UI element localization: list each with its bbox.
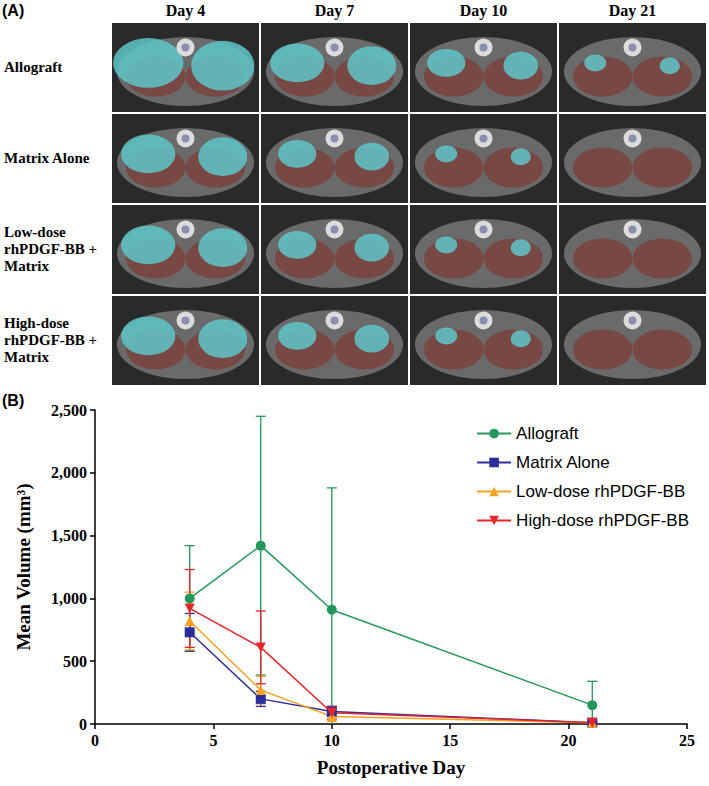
html-text:Allograft: Allograft <box>4 59 63 75</box>
svg-text:1,500: 1,500 <box>51 527 87 544</box>
svg-text:5: 5 <box>209 732 217 749</box>
svg-text:10: 10 <box>324 732 340 749</box>
html-text:Matrix Alone: Matrix Alone <box>4 150 90 166</box>
svg-text:15: 15 <box>442 732 458 749</box>
svg-text:20: 20 <box>561 732 577 749</box>
svg-text:0: 0 <box>91 732 99 749</box>
html-text:(A): (A) <box>2 2 25 19</box>
svg-text:High-dose rhPDGF-BB: High-dose rhPDGF-BB <box>516 511 689 530</box>
svg-text:2,500: 2,500 <box>51 402 87 419</box>
svg-text:1,000: 1,000 <box>51 590 87 607</box>
svg-text:Matrix Alone: Matrix Alone <box>516 453 610 472</box>
svg-text:Mean Volume (mm³): Mean Volume (mm³) <box>13 483 35 650</box>
html-text:Day 21: Day 21 <box>608 2 657 19</box>
svg-text:Postoperative Day: Postoperative Day <box>317 757 466 778</box>
html-text:Day 7: Day 7 <box>314 2 355 19</box>
html-text:Day 4: Day 4 <box>165 2 206 19</box>
html-text:Day 10: Day 10 <box>459 2 508 19</box>
html-text:Low-dose rhPDGF-BB + Matrix: Low-dose rhPDGF-BB + Matrix <box>4 224 98 274</box>
svg-text:500: 500 <box>63 653 87 670</box>
svg-text:2,000: 2,000 <box>51 464 87 481</box>
html-text:High-dose rhPDGF-BB + Matrix: High-dose rhPDGF-BB + Matrix <box>4 315 98 365</box>
svg-text:Allograft: Allograft <box>516 424 579 443</box>
svg-text:Low-dose rhPDGF-BB: Low-dose rhPDGF-BB <box>516 482 685 501</box>
svg-text:25: 25 <box>679 732 695 749</box>
html-text:(B): (B) <box>2 392 25 409</box>
svg-text:0: 0 <box>79 716 87 733</box>
